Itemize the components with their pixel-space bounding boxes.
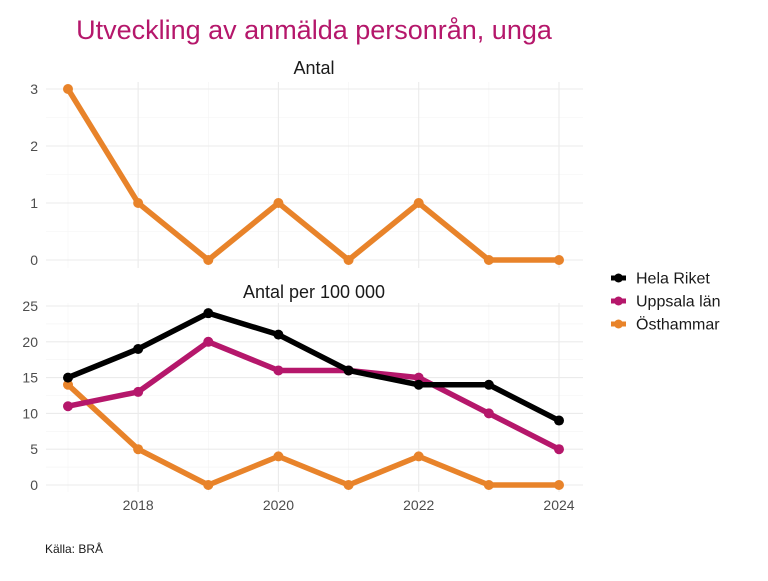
y-tick-label: 3	[30, 81, 38, 97]
legend: Hela Riket Uppsala län Östhammar	[611, 271, 721, 334]
y-tick-label: 0	[30, 477, 38, 493]
data-point	[63, 401, 73, 412]
legend-item: Hela Riket	[611, 271, 710, 288]
panel-antal: Antal 0 1 2 3	[30, 58, 583, 268]
data-point	[483, 480, 494, 490]
panel-title-antal: Antal	[293, 58, 334, 78]
legend-key-point	[614, 273, 623, 283]
y-tick-label: 1	[30, 195, 38, 211]
data-point	[203, 255, 214, 265]
series-östhammar	[63, 379, 564, 490]
series-uppsala-län	[63, 336, 564, 455]
legend-label: Uppsala län	[636, 294, 721, 311]
legend-item: Östhammar	[611, 316, 720, 334]
y-tick-label: 20	[22, 334, 38, 350]
gridlines	[46, 82, 583, 268]
data-point	[413, 379, 424, 390]
legend-label: Hela Riket	[636, 271, 710, 288]
series-line	[65, 382, 562, 488]
data-point	[483, 379, 494, 390]
legend-key-point	[614, 319, 623, 329]
panel-title-per-100000: Antal per 100 000	[243, 282, 385, 302]
data-point	[273, 365, 284, 376]
data-point	[203, 336, 214, 347]
x-tick-label: 2022	[403, 497, 434, 513]
data-point	[343, 255, 354, 265]
data-point	[133, 386, 144, 397]
data-point	[483, 408, 494, 419]
y-tick-label: 15	[22, 370, 38, 386]
data-point	[203, 480, 214, 490]
legend-item: Uppsala län	[611, 294, 721, 311]
y-tick-label: 2	[30, 138, 38, 154]
source-note: Källa: BRÅ	[45, 541, 103, 556]
legend-key-point	[614, 296, 623, 306]
series-line	[65, 310, 562, 424]
y-tick-label: 5	[30, 441, 38, 457]
data-point	[273, 198, 284, 208]
x-tick-label: 2024	[543, 497, 574, 513]
data-point	[413, 451, 424, 462]
series-line	[65, 86, 562, 263]
data-point	[554, 255, 564, 265]
data-point	[483, 255, 494, 265]
data-point	[63, 84, 73, 94]
data-point	[343, 365, 354, 376]
x-tick-label: 2020	[263, 497, 294, 513]
y-tick-label: 0	[30, 252, 38, 268]
data-point	[554, 480, 564, 490]
gridlines	[46, 303, 583, 492]
data-point	[133, 444, 144, 455]
data-point	[63, 379, 73, 390]
data-point	[413, 372, 424, 383]
data-point	[133, 343, 144, 354]
data-point	[273, 451, 284, 462]
data-point	[554, 415, 564, 426]
series-östhammar	[63, 84, 564, 265]
series-line	[65, 339, 562, 452]
series-hela-riket	[63, 308, 564, 426]
data-point	[203, 308, 214, 319]
y-tick-label: 25	[22, 298, 38, 314]
data-point	[63, 372, 73, 383]
x-tick-label: 2018	[123, 497, 154, 513]
panel-antal-per-100000: Antal per 100 000 0 5 10 15 20 25 2018 2020 2022…	[22, 282, 583, 513]
data-point	[413, 198, 424, 208]
legend-label: Östhammar	[636, 316, 720, 334]
chart-title: Utveckling av anmälda personrån, unga	[76, 15, 553, 45]
data-point	[273, 329, 284, 340]
y-tick-label: 10	[22, 405, 38, 421]
data-point	[554, 444, 564, 455]
data-point	[343, 480, 354, 490]
data-point	[133, 198, 144, 208]
